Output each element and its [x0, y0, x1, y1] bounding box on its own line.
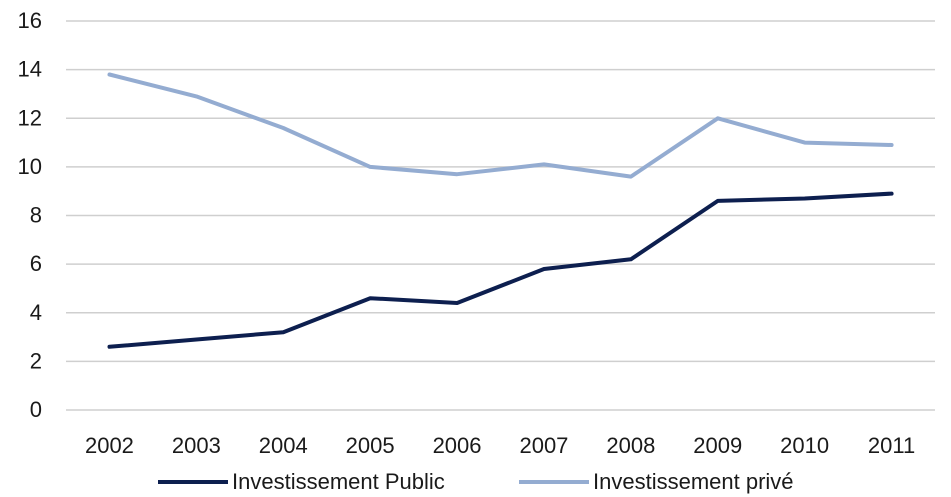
x-tick-label: 2010	[780, 433, 829, 458]
y-tick-label: 10	[18, 154, 42, 179]
y-tick-label: 0	[30, 397, 42, 422]
x-tick-label: 2002	[85, 433, 134, 458]
x-tick-label: 2005	[346, 433, 395, 458]
x-tick-label: 2007	[519, 433, 568, 458]
series-line-1	[107, 191, 894, 349]
series-line-2	[107, 72, 894, 179]
y-tick-label: 12	[18, 105, 42, 130]
y-tick-label: 6	[30, 251, 42, 276]
legend-item: Investissement privé	[519, 469, 794, 494]
y-tick-label: 4	[30, 300, 42, 325]
legend-label: Investissement Public	[232, 469, 445, 494]
legend: Investissement Public Investissement priv…	[158, 469, 794, 494]
x-tick-label: 2011	[868, 433, 915, 458]
x-tick-label: 2004	[259, 433, 308, 458]
gridlines	[66, 20, 935, 411]
x-tick-label: 2009	[693, 433, 742, 458]
x-tick-label: 2003	[172, 433, 221, 458]
legend-label: Investissement privé	[593, 469, 794, 494]
x-tick-label: 2006	[433, 433, 482, 458]
y-tick-label: 2	[30, 348, 42, 373]
y-tick-label: 8	[30, 203, 42, 228]
y-axis-ticks: 0 2 4 6 8 10 12 14 16	[18, 8, 42, 422]
x-tick-label: 2008	[606, 433, 655, 458]
series-lines	[107, 72, 894, 349]
x-axis-ticks: 2002 2003 2004 2005 2006 2007 2008 2009 2010 2011	[85, 433, 915, 458]
legend-item: Investissement Public	[158, 469, 445, 494]
y-tick-label: 14	[18, 57, 42, 82]
y-tick-label: 16	[18, 8, 42, 33]
